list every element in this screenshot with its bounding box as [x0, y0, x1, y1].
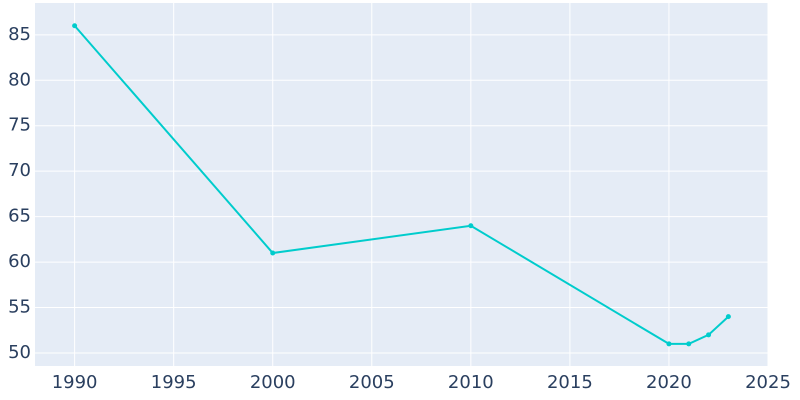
- x-tick-label: 2010: [448, 372, 494, 393]
- marker: [706, 332, 712, 338]
- x-tick-label: 2005: [349, 372, 395, 393]
- y-tick-label: 50: [8, 342, 31, 363]
- y-tick-label: 55: [8, 297, 31, 318]
- y-tick-label: 85: [8, 24, 31, 45]
- x-tick-label: 1990: [52, 372, 98, 393]
- marker: [270, 250, 276, 256]
- plot-area: [35, 3, 768, 366]
- marker: [72, 23, 78, 29]
- y-tick-label: 70: [8, 160, 31, 181]
- y-tick-label: 60: [8, 251, 31, 272]
- y-tick-label: 80: [8, 69, 31, 90]
- y-tick-label: 75: [8, 115, 31, 136]
- marker: [686, 341, 692, 347]
- x-tick-label: 2020: [646, 372, 692, 393]
- y-tick-label: 65: [8, 206, 31, 227]
- x-tick-label: 2015: [547, 372, 593, 393]
- marker: [725, 314, 731, 320]
- x-tick-label: 2000: [250, 372, 296, 393]
- x-tick-label: 1995: [151, 372, 197, 393]
- marker: [468, 223, 474, 229]
- marker: [666, 341, 672, 347]
- x-tick-label: 2025: [745, 372, 791, 393]
